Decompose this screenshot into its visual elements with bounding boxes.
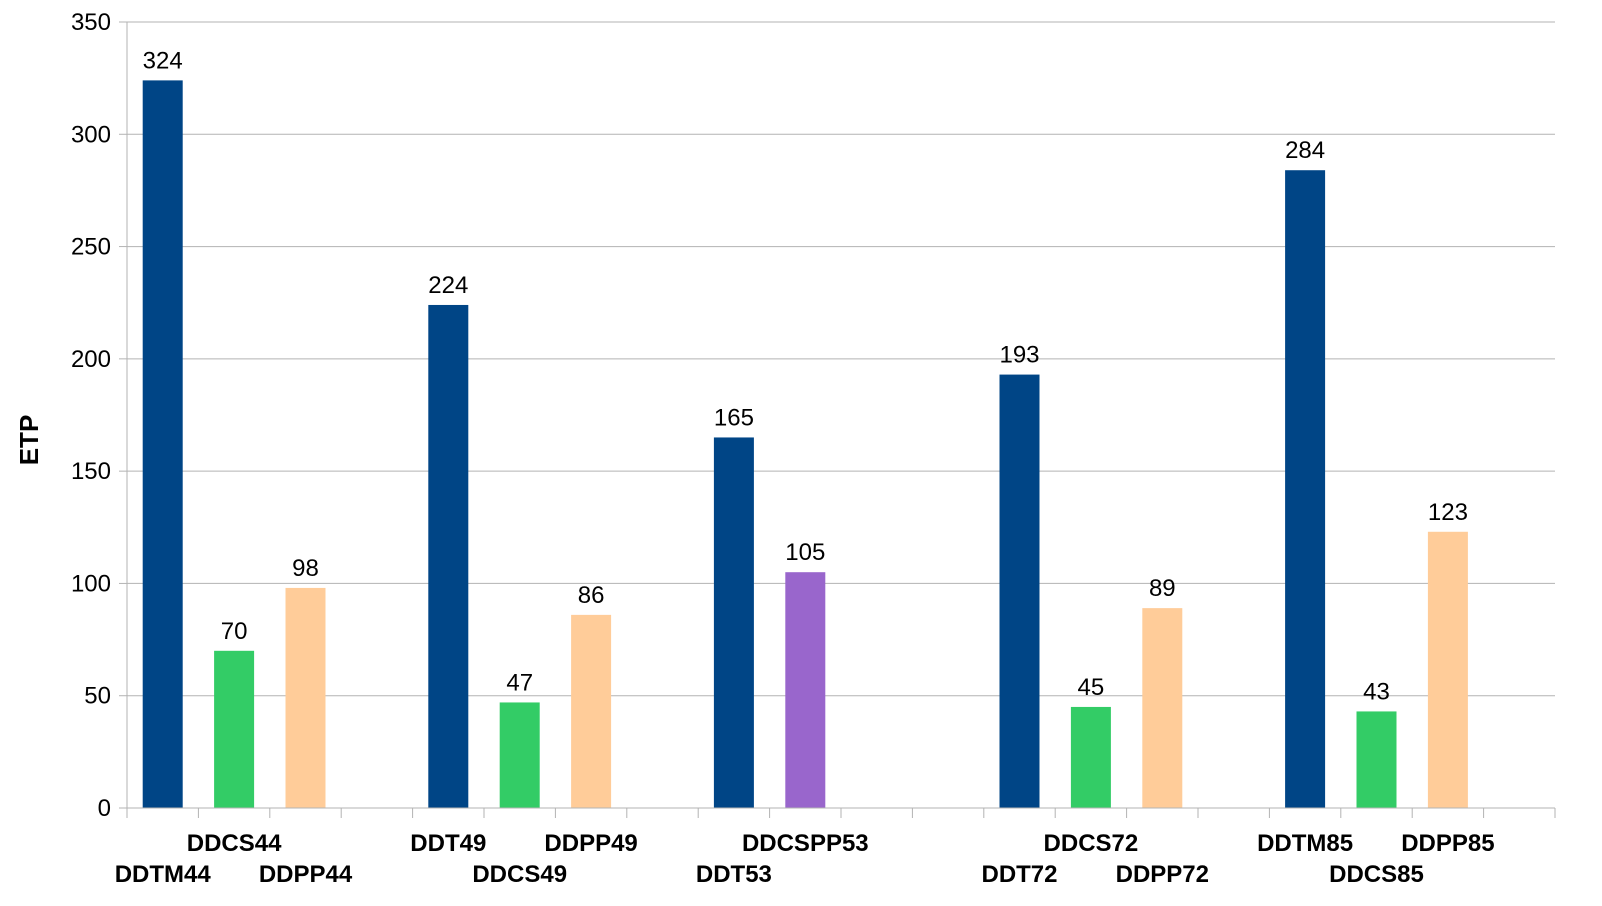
bar-ddtm85 (1285, 170, 1326, 808)
data-label-ddcs72: 45 (1078, 674, 1105, 701)
bar-ddt53 (713, 437, 754, 808)
category-label-ddpp85: DDPP85 (1401, 830, 1494, 857)
category-label-ddcs44: DDCS44 (187, 830, 282, 857)
bar-ddcs85 (1356, 711, 1397, 808)
data-label-ddt49: 224 (428, 272, 468, 299)
data-label-ddcs85: 43 (1363, 678, 1390, 705)
data-label-ddcs44: 70 (221, 618, 248, 645)
bar-ddpp44 (285, 587, 326, 808)
y-tick-label: 200 (71, 346, 111, 373)
data-label-ddpp44: 98 (292, 555, 319, 582)
category-label-ddtm44: DDTM44 (115, 861, 212, 888)
y-tick-label: 250 (71, 234, 111, 261)
bar-ddt72 (999, 374, 1040, 808)
category-labels: DDTM44 DDCS44 DDPP44 DDT49 DDCS49 DDPP49 DDT53… (115, 830, 1495, 888)
data-label-ddpp72: 89 (1149, 575, 1176, 602)
data-label-ddtm44: 324 (143, 47, 183, 74)
data-label-ddt53: 165 (714, 404, 754, 431)
category-label-ddpp72: DDPP72 (1116, 861, 1209, 888)
data-label-ddcs49: 47 (506, 669, 533, 696)
category-label-ddcspp53: DDCSPP53 (742, 830, 869, 857)
bars (142, 80, 1468, 809)
bar-ddcs44 (214, 650, 255, 808)
category-label-ddcs72: DDCS72 (1044, 830, 1139, 857)
y-tick-label: 50 (84, 683, 111, 710)
category-label-ddpp44: DDPP44 (259, 861, 353, 888)
y-tick-label: 100 (71, 570, 111, 597)
category-label-ddt72: DDT72 (981, 861, 1057, 888)
category-label-ddcs85: DDCS85 (1329, 861, 1424, 888)
bar-ddpp49 (571, 614, 612, 808)
y-tick-label: 0 (98, 795, 111, 822)
category-label-ddtm85: DDTM85 (1257, 830, 1353, 857)
data-label-ddpp49: 86 (578, 582, 605, 609)
data-labels: 324 70 98 224 47 86 165 105 193 45 89 284 43 123 (143, 47, 1468, 705)
y-tick-label: 300 (71, 121, 111, 148)
y-tick-labels: 0 50 100 150 200 250 300 350 (71, 9, 111, 822)
y-axis-title: ETP (14, 415, 44, 466)
data-label-ddt72: 193 (999, 342, 1039, 369)
category-label-ddpp49: DDPP49 (544, 830, 637, 857)
category-label-ddcs49: DDCS49 (472, 861, 567, 888)
gridlines (127, 21, 1555, 697)
data-label-ddtm85: 284 (1285, 137, 1325, 164)
y-tick-label: 350 (71, 9, 111, 36)
bar-ddcs49 (499, 702, 540, 808)
axes (119, 21, 1556, 818)
category-label-ddt53: DDT53 (696, 861, 772, 888)
bar-ddt49 (428, 304, 469, 808)
bar-ddcs72 (1070, 706, 1111, 808)
bar-ddtm44 (142, 80, 183, 809)
bar-ddpp72 (1142, 608, 1183, 808)
bar-ddpp85 (1427, 531, 1468, 808)
category-label-ddt49: DDT49 (410, 830, 486, 857)
data-label-ddcspp53: 105 (785, 539, 825, 566)
y-tick-label: 150 (71, 458, 111, 485)
data-label-ddpp85: 123 (1428, 499, 1468, 526)
bar-ddcspp53 (785, 572, 826, 808)
